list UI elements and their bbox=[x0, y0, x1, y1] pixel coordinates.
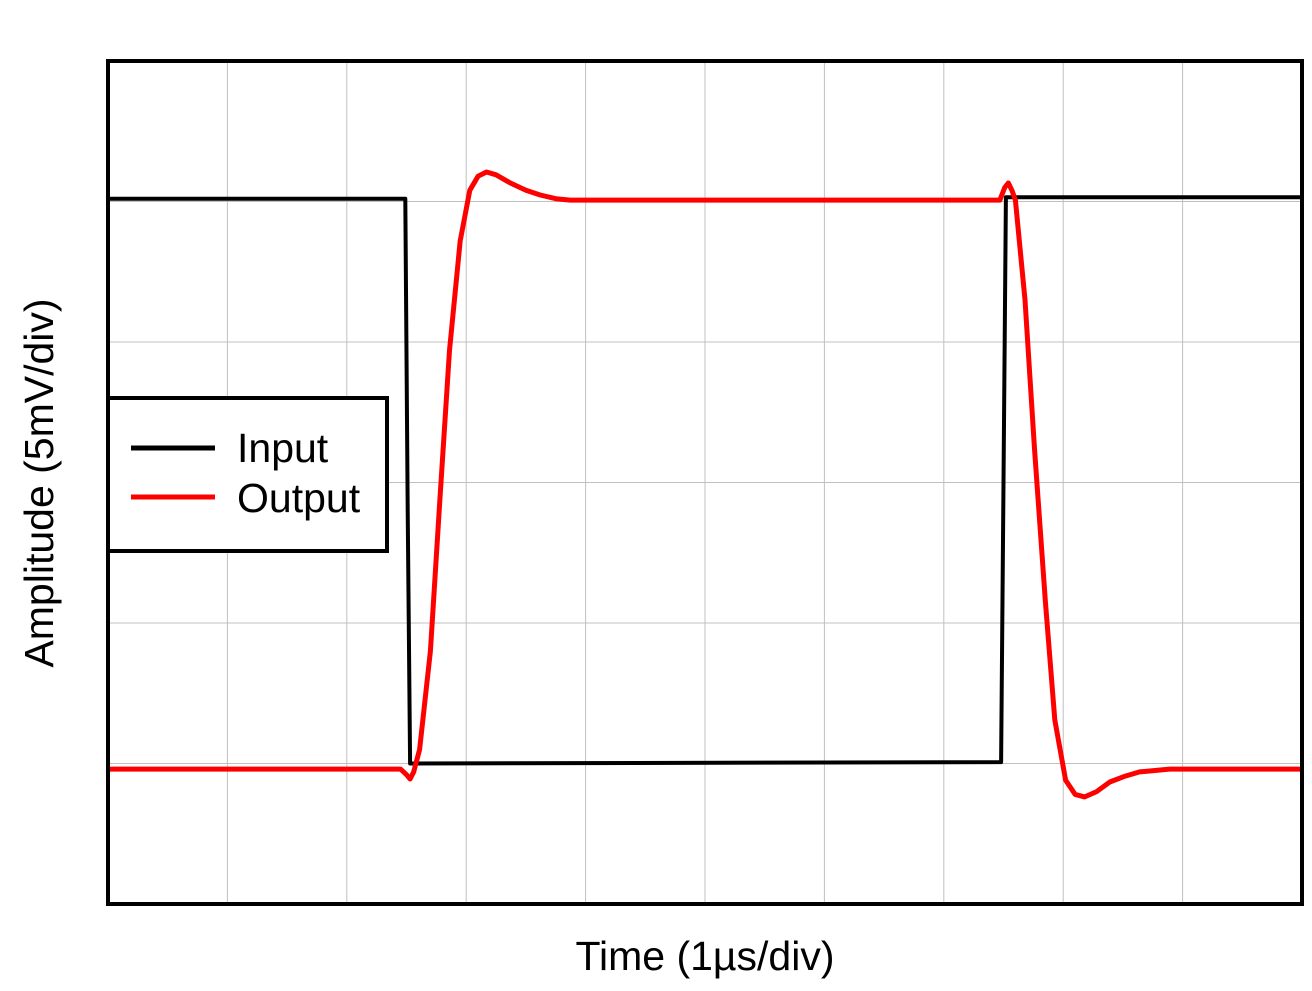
legend-label-input: Input bbox=[237, 425, 329, 471]
legend-box bbox=[106, 396, 389, 553]
series-line-input bbox=[108, 195, 1302, 766]
y-axis-label: Amplitude (5mV/div) bbox=[16, 298, 62, 667]
legend: Input Output bbox=[106, 396, 389, 553]
series-line-output bbox=[108, 169, 1302, 800]
x-axis-label: Time (1µs/div) bbox=[575, 933, 834, 979]
series-group bbox=[108, 169, 1302, 800]
legend-label-output: Output bbox=[237, 475, 361, 521]
